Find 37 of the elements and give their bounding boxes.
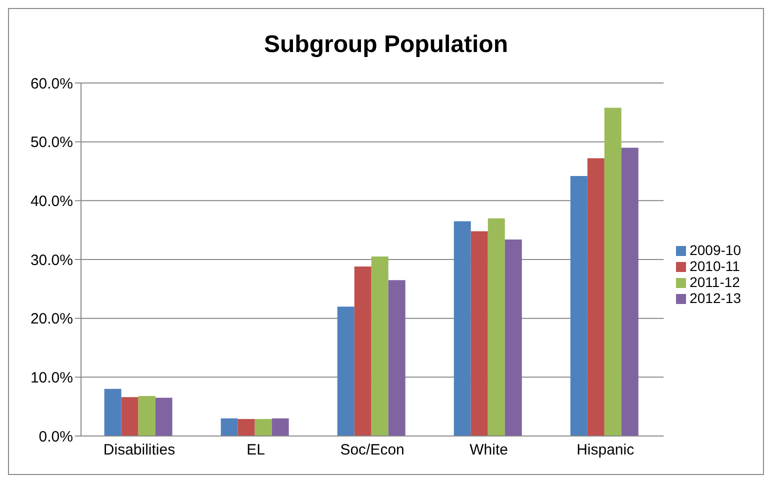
bar [504, 239, 522, 436]
bar [604, 108, 622, 436]
bar [354, 266, 372, 436]
bar [621, 148, 638, 436]
legend-label: 2011-12 [690, 274, 740, 290]
bar [238, 418, 255, 436]
x-tick-label: Soc/Econ [340, 442, 404, 459]
chart-title: Subgroup Population [263, 30, 509, 60]
bar [587, 158, 604, 436]
y-tick-label: 50.0% [30, 134, 73, 152]
bar [337, 306, 354, 436]
bar [454, 221, 471, 436]
y-tick-label: 0.0% [38, 428, 73, 446]
x-tick-label: White [470, 442, 508, 459]
x-tick-label: Hispanic [576, 442, 635, 459]
legend-label: 2012-13 [690, 290, 741, 306]
bar [121, 397, 138, 436]
bar [138, 396, 156, 436]
bar [155, 398, 172, 436]
legend-label: 2009-10 [690, 242, 741, 258]
bar [371, 256, 388, 436]
legend-label: 2010-11 [690, 258, 740, 274]
x-tick-label: EL [246, 442, 265, 459]
bar [272, 418, 289, 436]
bar [470, 231, 488, 436]
y-tick-label: 10.0% [30, 369, 73, 386]
y-tick-label: 40.0% [30, 192, 73, 210]
y-tick-label: 30.0% [30, 252, 73, 269]
bar [570, 176, 588, 436]
bar [220, 418, 238, 436]
y-tick-label: 60.0% [30, 75, 73, 92]
bar [488, 218, 505, 436]
x-tick-label: Disabilities [103, 442, 176, 459]
y-tick-label: 20.0% [30, 310, 73, 328]
bar [104, 388, 122, 436]
bar [254, 418, 272, 436]
bar [388, 280, 406, 436]
